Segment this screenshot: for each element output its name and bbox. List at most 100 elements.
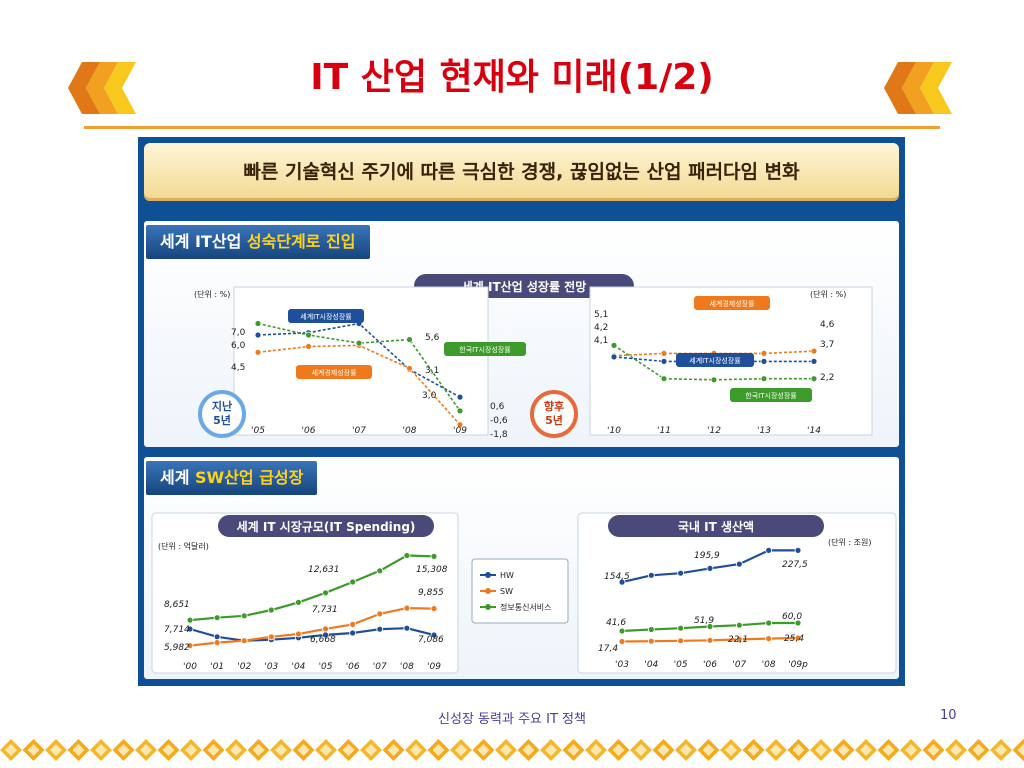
title-divider [84,126,940,129]
past-series [254,320,464,429]
spend-point-1-8 [403,604,411,612]
spend-point-2-9 [430,552,438,560]
future-point-2-0 [610,341,618,349]
spend-line-0 [189,627,435,642]
spend-point-0-6 [349,629,357,637]
future-tick-2: '12 [707,426,721,436]
prod-point-0-6 [794,546,802,554]
future-point-2-4 [810,375,818,383]
legend-label-0: HW [500,571,514,580]
label-future-green-start: 5,1 [594,310,608,320]
spend-tick-9: '09 [427,662,441,672]
future-unit-label: (단위 : %) [810,289,846,299]
label-prod-blue-mid: 195,9 [694,551,720,561]
label-prod-green-end: 60,0 [782,612,802,622]
future-point-1-1 [660,357,668,365]
label-prod-green-start: 41,6 [606,618,626,628]
past-point-1-0 [254,348,262,356]
prod-tick-2: '05 [674,660,688,670]
label-svc-end: 15,308 [416,565,448,575]
spend-point-0-9 [430,631,438,639]
prod-point-1-6 [794,619,802,627]
prod-tick-0: '03 [615,660,629,670]
future-tick-1: '11 [657,426,671,436]
growth-title: 세계 IT산업 성장률 전망 [462,279,587,294]
label-svc-start: 8,651 [164,600,190,610]
prod-point-2-0 [618,638,626,645]
legend-dot-0 [485,572,491,578]
tag-past-econ: 세계경제성장률 [296,365,372,379]
spend-tick-3: '03 [264,662,278,672]
production-series [618,546,802,645]
label-prod-green-mid: 51,9 [694,616,714,626]
legend-label-1: SW [500,587,513,596]
section-it-label-highlight: 성숙단계로 진입 [246,232,356,251]
prod-point-0-2 [677,569,685,577]
label-future-orange-start: 4,2 [594,323,608,333]
legend-dot-2 [485,604,491,610]
label-past-blue-09: 0,6 [490,402,505,412]
prod-point-2-4 [735,635,743,643]
svg-text:세계IT시장성장률: 세계IT시장성장률 [689,356,741,365]
future-point-0-3 [760,349,768,357]
section-sw-label: 세계 SW산업 급성장 [146,461,318,495]
spend-point-1-4 [295,630,302,638]
prod-tick-5: '08 [762,660,776,670]
spending-unit-label: (단위 : 억달러) [158,541,209,551]
future-point-2-3 [760,375,768,383]
label-sw-start: 5,982 [164,643,190,653]
future-point-1-0 [610,353,618,361]
badge-past-line1: 지난 [212,399,232,413]
spend-point-2-0 [186,616,194,624]
label-past-blue-start: 6,0 [231,341,246,351]
spend-point-1-9 [430,605,438,613]
production-title-pill [608,515,824,537]
past-point-1-1 [305,343,312,350]
future-x-ticks: '10 '11 '12 '13 '14 [607,426,821,436]
past-point-2-3 [406,336,413,344]
section-it-label: 세계 IT산업 성숙단계로 진입 [146,225,370,259]
section-sw-label-highlight: SW산업 급성장 [195,468,304,487]
spend-point-1-3 [267,633,275,641]
spend-tick-4: '04 [291,662,305,672]
spend-point-0-8 [403,624,411,632]
prod-tick-3: '06 [703,660,717,670]
label-sw-end: 9,855 [418,588,444,598]
tag-past-it: 세계IT시장성장률 [288,309,364,323]
label-prod-orange-mid: 22,1 [728,635,748,645]
label-prod-blue-end: 227,5 [782,560,808,570]
spend-point-2-4 [295,598,302,606]
past-unit-label: (단위 : %) [194,289,230,299]
spend-tick-1: '01 [210,662,224,672]
future-point-2-1 [660,375,668,383]
spending-legend: HW SW 정보통신서비스 [471,558,569,624]
prod-point-0-1 [647,571,655,579]
label-svc-06: 12,631 [308,565,340,575]
label-future-orange-end: 4,6 [820,320,835,330]
label-past-orange-08: 3,1 [425,366,439,376]
spend-line-2 [189,554,435,622]
svg-text:세계IT시장성장률: 세계IT시장성장률 [300,312,352,321]
past-point-2-0 [254,320,262,327]
badge-past [198,390,246,438]
prod-tick-6: '09p [788,660,808,670]
prod-point-0-3 [706,564,714,572]
svg-text:세계경제성장률: 세계경제성장률 [311,368,357,377]
spend-point-2-6 [349,578,357,586]
tag-past-korea: 한국IT시장성장률 [444,342,526,356]
it-spending-chart: 세계 IT 시장규모(IT Spending) (단위 : 억달러) '00'0… [151,512,459,674]
prod-point-1-1 [647,626,655,633]
label-past-orange-start: 4,5 [231,363,245,373]
legend-dot-1 [485,588,491,594]
prod-point-0-0 [618,578,626,586]
section-it-label-plain: 세계 IT산업 [160,232,247,251]
production-x-ticks: '03 '04 '05 '06 '07 '08 '09p [615,660,808,670]
section-sw-label-plain: 세계 [160,468,196,487]
label-future-blue-end: 3,7 [820,340,834,350]
past-tick-2: '07 [352,426,366,436]
spend-tick-6: '06 [346,662,360,672]
past-point-2-4 [456,407,464,415]
label-prod-orange-start: 17,4 [598,644,618,654]
svg-text:세계경제성장률: 세계경제성장률 [709,299,755,308]
label-past-orange-09: -1,8 [490,430,508,440]
